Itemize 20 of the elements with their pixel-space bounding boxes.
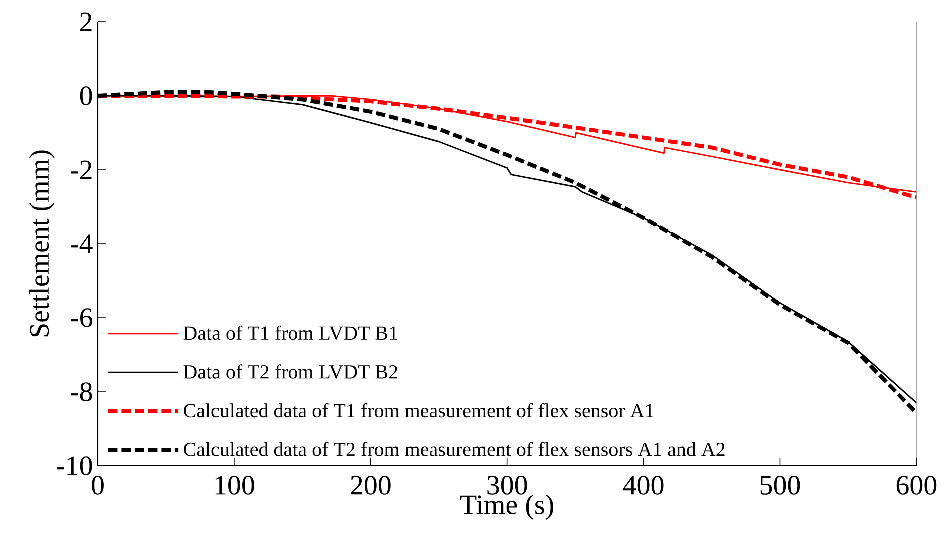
y-tick-label: -8 [71, 382, 92, 402]
y-tick-label: -2 [71, 160, 92, 180]
x-tick-label: 100 [216, 476, 254, 495]
y-tick-label: 0 [80, 86, 92, 106]
x-tick-label: 400 [623, 476, 664, 495]
y-tick-label: -6 [71, 308, 92, 328]
legend-label: Data of T2 from LVDT B2 [184, 364, 398, 379]
legend-label: Data of T1 from LVDT B1 [184, 326, 398, 340]
x-tick-label: 600 [896, 476, 937, 495]
y-tick-label: 2 [80, 12, 92, 32]
y-tick-label: -4 [71, 234, 93, 254]
x-tick-label: 0 [92, 476, 104, 495]
y-tick-label: -10 [57, 456, 92, 476]
x-axis-title: Time (s) [460, 494, 554, 520]
legend-label: Calculated data of T1 from measurement of flex sensor A1 [184, 403, 654, 418]
legend-label: Calculated data of T2 from measurement of flex sensors A1 and A2 [184, 442, 725, 456]
x-tick-label: 500 [760, 476, 800, 495]
x-tick-label: 200 [351, 476, 391, 495]
x-tick-label: 300 [488, 476, 528, 495]
y-axis-title: Settlement (mm) [29, 150, 55, 337]
